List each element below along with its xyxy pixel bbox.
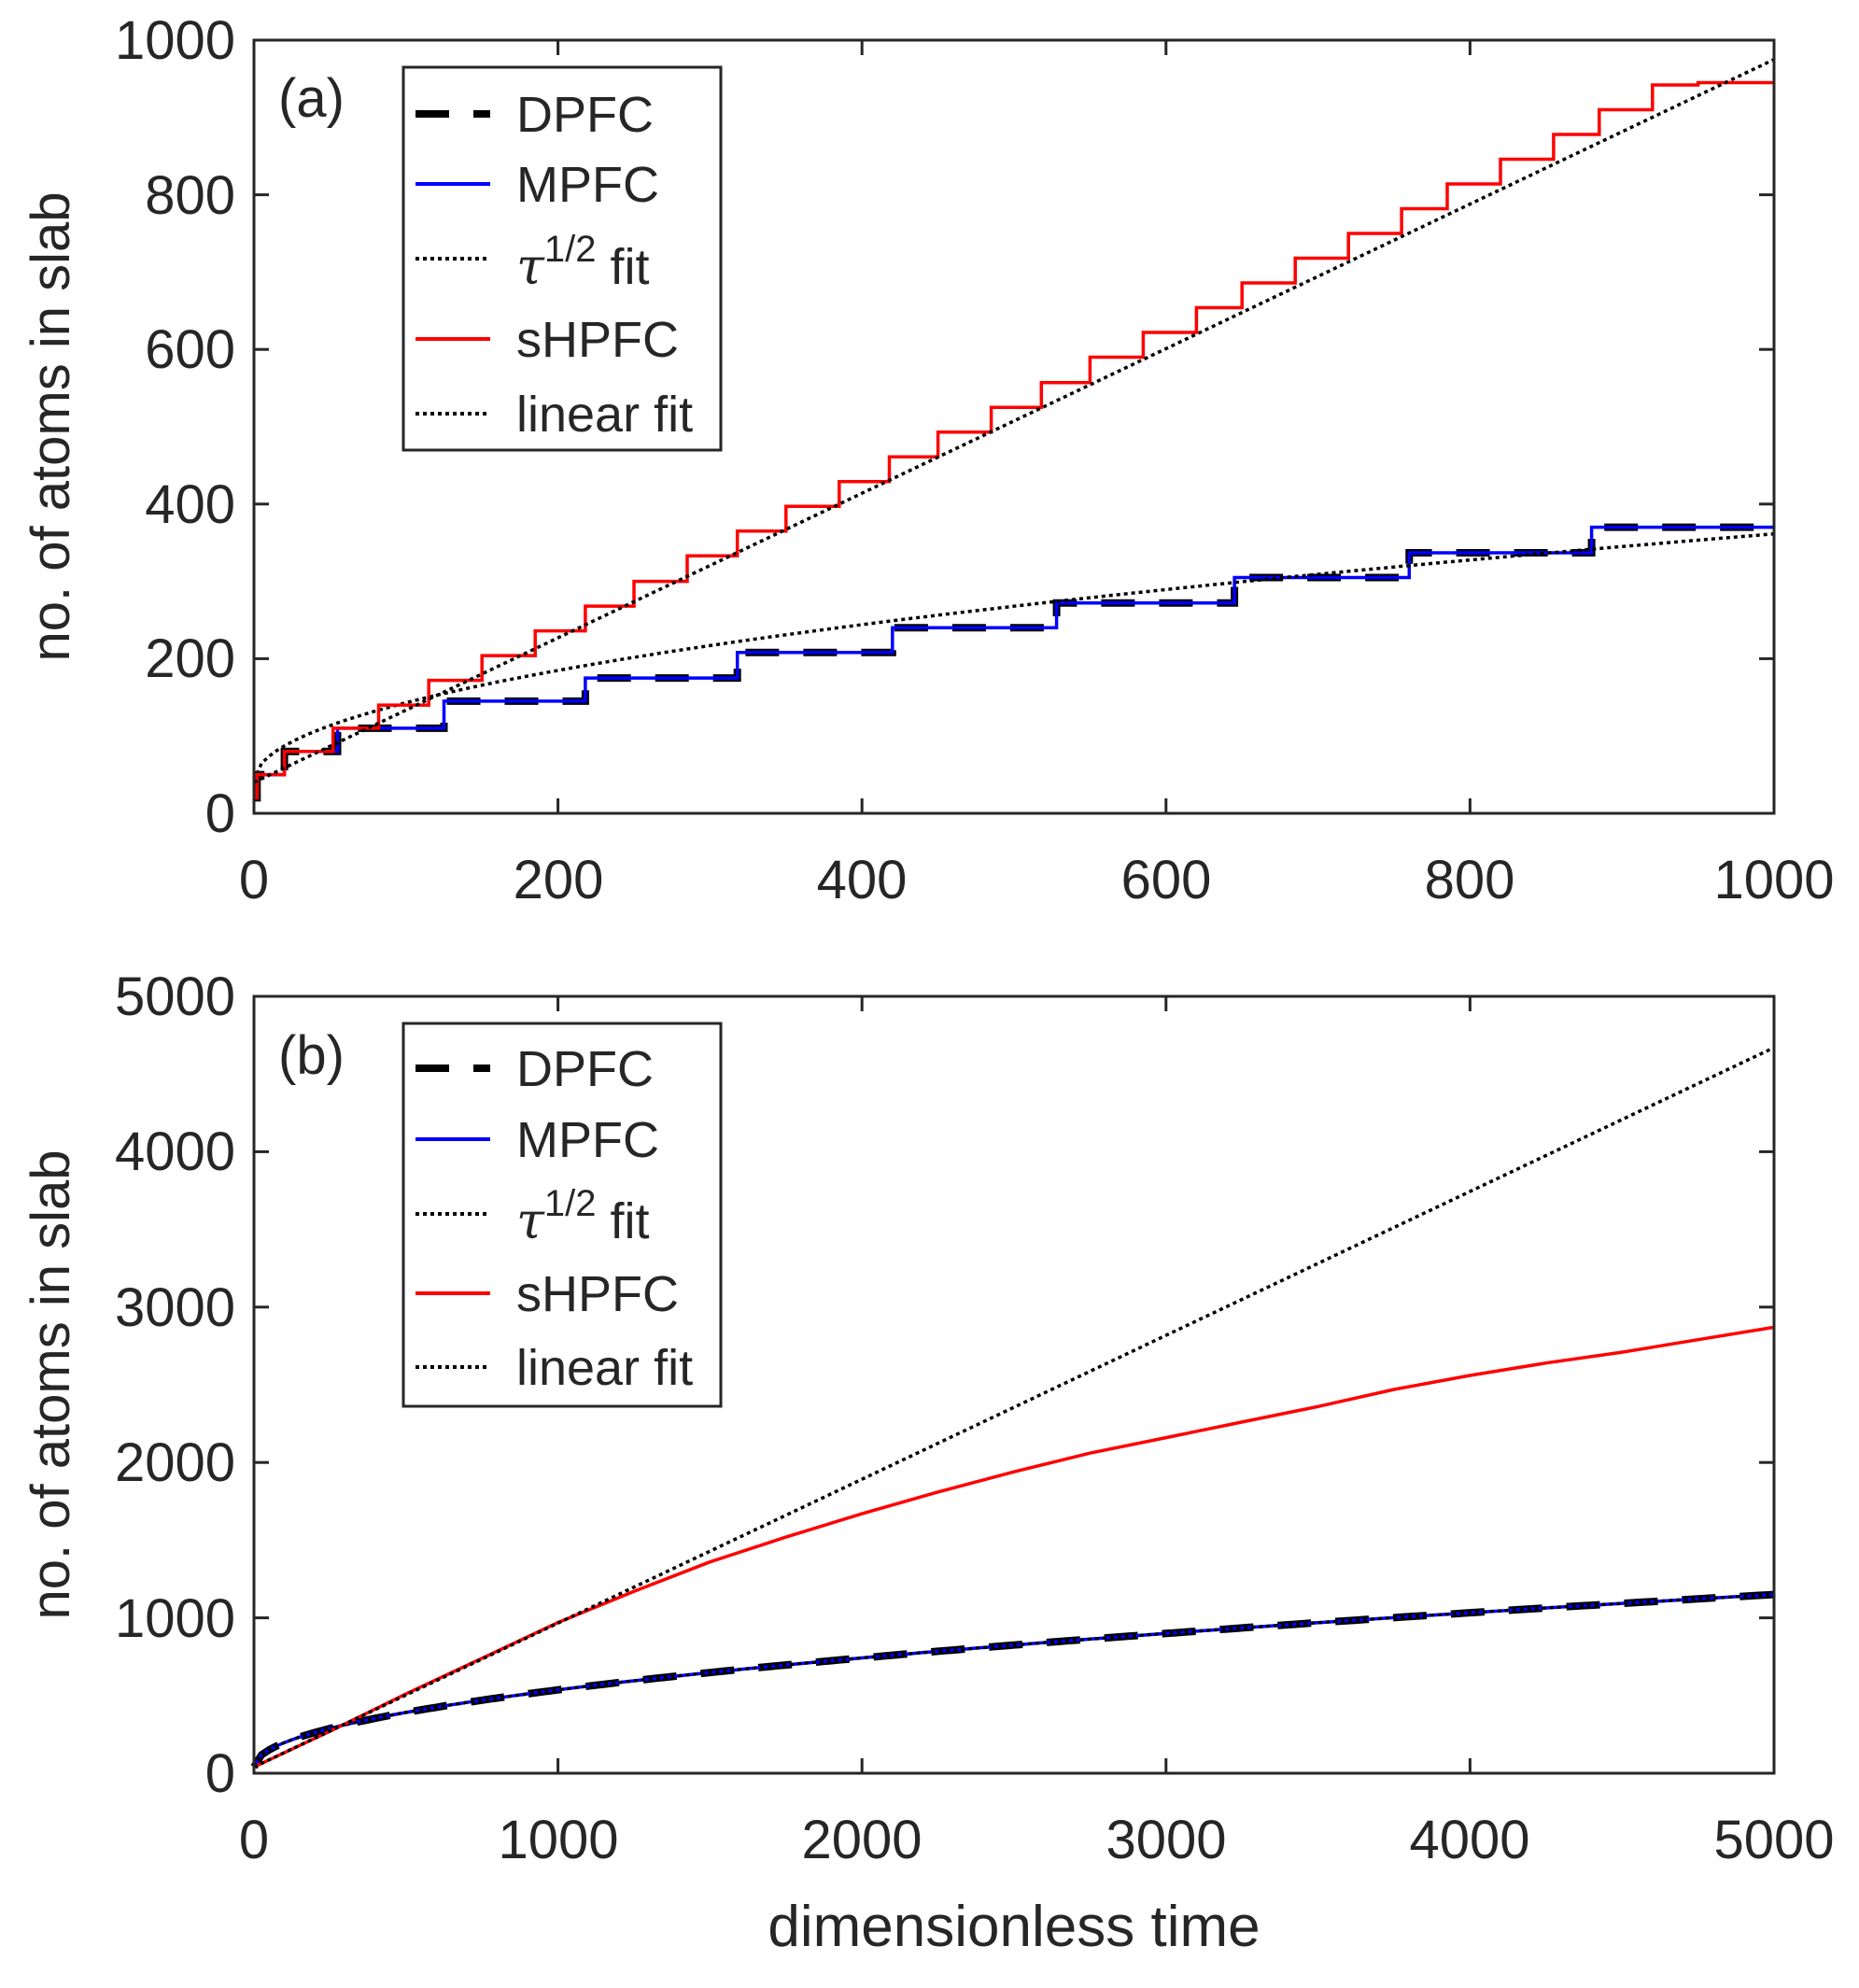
panel-label-b: (b) xyxy=(278,1025,345,1086)
y-axis-label-a: no. of atoms in slab xyxy=(21,192,81,662)
y-tick-label: 1000 xyxy=(115,1588,235,1649)
y-tick-label: 800 xyxy=(145,165,235,226)
x-tick-label: 2000 xyxy=(801,1810,922,1870)
y-tick-label: 2000 xyxy=(115,1432,235,1493)
legend-label-sqrt-fit: τ1/2 fit xyxy=(516,229,650,296)
legend-label-shpfc: sHPFC xyxy=(516,1266,679,1322)
y-tick-label: 600 xyxy=(145,319,235,380)
series-line--1-2-fit xyxy=(252,532,1775,782)
panel-a: 0 200 400 600 800 1000 0 200 400 600 800… xyxy=(21,10,1835,910)
legend-label-mpfc: MPFC xyxy=(516,157,659,213)
legend-label-linear-fit: linear fit xyxy=(516,1340,693,1396)
y-tick-label: 5000 xyxy=(115,966,235,1027)
y-tick-labels-b: 0 1000 2000 3000 4000 5000 xyxy=(115,966,235,1804)
legend-label-dpfc: DPFC xyxy=(516,87,654,143)
x-tick-labels-a: 0 200 400 600 800 1000 xyxy=(239,850,1835,910)
series-line-shpfc xyxy=(253,1325,1775,1769)
legend-b: DPFC MPFC τ1/2 fit sHPFC linear fit xyxy=(401,1022,723,1408)
legend-label-sqrt-fit: τ1/2 fit xyxy=(516,1183,650,1250)
x-tick-label: 0 xyxy=(239,850,269,910)
y-axis-label-b: no. of atoms in slab xyxy=(21,1150,81,1620)
x-tick-label: 4000 xyxy=(1409,1810,1529,1870)
x-tick-label: 0 xyxy=(239,1810,269,1870)
x-tick-label: 5000 xyxy=(1713,1810,1834,1870)
legend-label-shpfc: sHPFC xyxy=(516,312,679,368)
series-line--1-2-fit xyxy=(252,1592,1775,1769)
y-tick-label: 400 xyxy=(145,474,235,535)
x-tick-label: 800 xyxy=(1425,850,1515,910)
axes-box-b xyxy=(252,994,1776,1775)
legend-label-linear-fit: linear fit xyxy=(516,387,693,443)
x-tick-label: 600 xyxy=(1121,850,1212,910)
legend-a: DPFC MPFC τ1/2 fit sHPFC linear fit xyxy=(401,65,723,452)
legend-label-mpfc: MPFC xyxy=(516,1112,659,1168)
x-tick-label: 1000 xyxy=(1713,850,1834,910)
series-layer-b xyxy=(250,1046,1775,1769)
series-layer-a xyxy=(252,58,1775,802)
legend-superscript: 1/2 xyxy=(544,229,597,270)
y-tick-label: 4000 xyxy=(115,1121,235,1182)
legend-tau-symbol: τ xyxy=(516,1191,545,1250)
y-tick-label: 3000 xyxy=(115,1277,235,1338)
y-tick-label: 1000 xyxy=(115,10,235,71)
y-tick-label: 0 xyxy=(205,783,235,844)
x-axis-label-b: dimensionless time xyxy=(768,1895,1260,1959)
x-tick-label: 3000 xyxy=(1106,1810,1226,1870)
x-tick-label: 1000 xyxy=(498,1810,618,1870)
axes-box-a xyxy=(252,38,1776,815)
legend-fit-suffix: fit xyxy=(596,1193,649,1249)
y-tick-label: 0 xyxy=(205,1743,235,1804)
legend-superscript: 1/2 xyxy=(544,1183,597,1224)
legend-label-dpfc: DPFC xyxy=(516,1041,654,1097)
x-tick-label: 400 xyxy=(817,850,908,910)
panel-b: 0 1000 2000 3000 4000 5000 0 1000 2000 3… xyxy=(21,966,1835,1959)
legend-tau-symbol: τ xyxy=(516,237,545,296)
legend-fit-suffix: fit xyxy=(596,239,649,295)
y-tick-labels-a: 0 200 400 600 800 1000 xyxy=(115,10,235,844)
panel-label-a: (a) xyxy=(278,68,345,129)
x-tick-label: 200 xyxy=(514,850,604,910)
x-tick-labels-b: 0 1000 2000 3000 4000 5000 xyxy=(239,1810,1835,1870)
y-tick-label: 200 xyxy=(145,628,235,689)
